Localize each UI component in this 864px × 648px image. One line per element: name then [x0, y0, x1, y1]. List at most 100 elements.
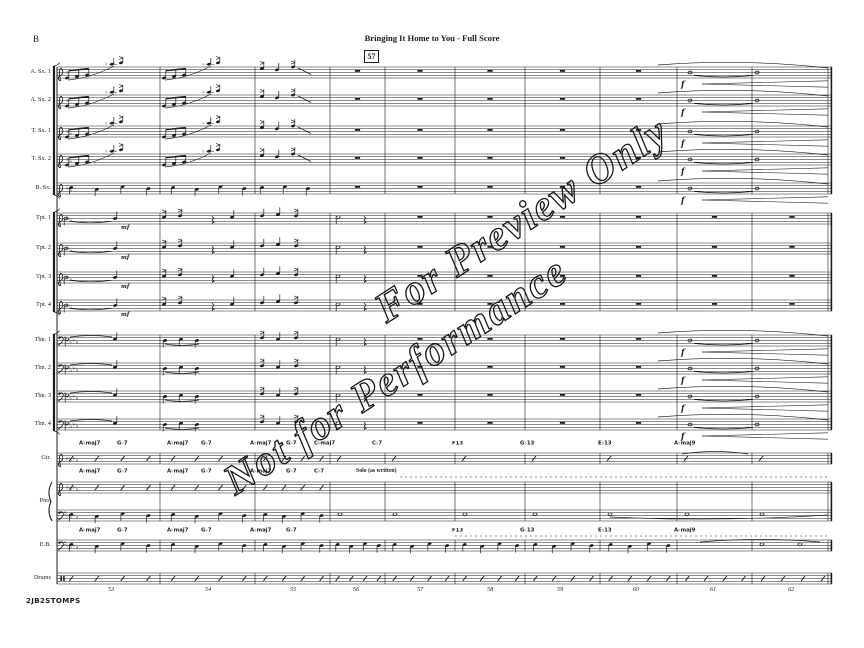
svg-text:♭: ♭ — [69, 217, 72, 224]
chord-symbol: A♭maj7 — [79, 441, 101, 447]
forte-mark: f — [681, 166, 685, 176]
chord-symbol: G♭13 — [520, 441, 535, 447]
chord-symbol: G♭7 — [286, 441, 297, 447]
chord-symbol: G♭7 — [286, 528, 297, 534]
svg-text:♭: ♭ — [76, 514, 79, 521]
chord-symbol: G♭7 — [117, 441, 128, 447]
chord-symbol: G♭7 — [286, 469, 297, 475]
svg-text:♭: ♭ — [72, 393, 75, 400]
rehearsal-mark: 57 — [364, 50, 379, 63]
svg-text:♭: ♭ — [72, 337, 75, 344]
svg-text:♭: ♭ — [76, 544, 79, 551]
measure-number: 61 — [710, 585, 717, 593]
chord-symbol: A♭maj9 — [674, 441, 696, 447]
svg-text:♭: ♭ — [105, 62, 107, 68]
chord-symbol: F13 — [452, 441, 464, 447]
instrument-label: Tbn. 2 — [34, 364, 51, 372]
svg-text:♭: ♭ — [69, 339, 72, 346]
instrument-label: Tpt. 2 — [35, 244, 51, 252]
svg-text:♭: ♭ — [69, 367, 72, 374]
svg-text:♭: ♭ — [66, 128, 69, 135]
forte-mark: f — [681, 138, 685, 148]
measure-number: 59 — [557, 585, 564, 593]
instrument-label: Drums — [33, 574, 51, 582]
instrument-label: A. Sx. 1 — [30, 68, 51, 76]
mezzo-forte-mark: mf — [121, 225, 130, 231]
page-title: Bringing It Home to You - Full Score — [364, 33, 500, 43]
chord-symbol: E♭13 — [598, 441, 612, 447]
instrument-label: E.B. — [39, 541, 51, 549]
page-letter: B — [33, 34, 40, 44]
instrument-label: T. Sx. 1 — [31, 127, 51, 135]
svg-text:♭: ♭ — [66, 455, 69, 462]
chord-symbol: A♭maj7 — [167, 469, 189, 475]
measure-number: 60 — [633, 585, 640, 593]
svg-text:♭: ♭ — [72, 455, 75, 462]
svg-text:♭: ♭ — [72, 542, 75, 549]
svg-text:♭: ♭ — [202, 149, 204, 155]
svg-text:♭: ♭ — [69, 187, 72, 194]
instrument-label: Tpt. 1 — [35, 214, 51, 222]
forte-mark: f — [681, 375, 685, 385]
svg-text:♭: ♭ — [202, 62, 204, 68]
chord-symbol: C♭maj7 — [314, 441, 336, 447]
chord-symbol: G♭7 — [201, 528, 212, 534]
instrument-label: Tpt. 3 — [35, 273, 51, 281]
instrument-label: Tbn. 3 — [34, 392, 51, 400]
svg-text:♭: ♭ — [66, 215, 69, 222]
svg-text:♭: ♭ — [76, 367, 79, 374]
measure-number: 56 — [353, 585, 360, 593]
chord-symbol: A♭maj7 — [250, 528, 272, 534]
chord-symbol: C♭7 — [314, 469, 325, 475]
svg-text:♭: ♭ — [76, 395, 79, 402]
chord-symbol: C♭7 — [372, 441, 383, 447]
chord-symbol: A♭maj9 — [674, 528, 696, 534]
svg-text:♭: ♭ — [69, 514, 72, 521]
forte-mark: f — [681, 347, 685, 357]
measure-number: 58 — [487, 585, 494, 593]
chord-symbol: A♭maj7 — [250, 469, 272, 475]
instrument-label: Pno. — [39, 496, 51, 504]
svg-text:♭: ♭ — [105, 121, 107, 127]
svg-text:♭: ♭ — [72, 484, 75, 491]
svg-text:♭: ♭ — [76, 339, 79, 346]
svg-text:♭: ♭ — [72, 421, 75, 428]
svg-text:♭: ♭ — [69, 423, 72, 430]
solo-cue-text: Solo (as written) — [356, 468, 397, 474]
instrument-label: Gtr. — [41, 454, 51, 462]
instrument-label: A. Sx. 2 — [30, 96, 51, 104]
measure-number: 54 — [205, 585, 212, 593]
svg-text:♭: ♭ — [69, 486, 72, 493]
svg-text:♭: ♭ — [66, 156, 69, 163]
svg-text:♭: ♭ — [69, 544, 72, 551]
svg-text:♭: ♭ — [69, 457, 72, 464]
mezzo-forte-mark: mf — [121, 312, 130, 318]
measure-number: 57 — [417, 585, 424, 593]
instrument-label: Tpt. 4 — [35, 301, 51, 309]
svg-text:♭: ♭ — [202, 90, 204, 96]
forte-mark: f — [681, 195, 685, 205]
svg-text:♭: ♭ — [66, 185, 69, 192]
chord-symbol: A♭maj7 — [167, 528, 189, 534]
svg-text:♭: ♭ — [202, 121, 204, 127]
instrument-label: T. Sx. 2 — [31, 155, 51, 163]
svg-text:♭: ♭ — [76, 423, 79, 430]
svg-text:♭: ♭ — [69, 247, 72, 254]
svg-text:♭: ♭ — [76, 486, 79, 493]
svg-text:♭: ♭ — [105, 90, 107, 96]
measure-number: 62 — [788, 585, 795, 593]
svg-text:♭: ♭ — [76, 457, 79, 464]
forte-mark: f — [681, 431, 685, 441]
svg-text:♭: ♭ — [69, 276, 72, 283]
svg-text:♭: ♭ — [66, 274, 69, 281]
chord-symbol: A♭maj7 — [79, 528, 101, 534]
chord-symbol: G♭7 — [201, 469, 212, 475]
chord-symbol: A♭maj7 — [167, 441, 189, 447]
svg-text:♭: ♭ — [69, 395, 72, 402]
forte-mark: f — [681, 107, 685, 117]
chord-symbol: G♭13 — [520, 528, 535, 534]
instrument-label: Tbn. 4 — [34, 420, 51, 428]
svg-text:♭: ♭ — [72, 512, 75, 519]
chord-symbol: A♭maj7 — [250, 441, 272, 447]
